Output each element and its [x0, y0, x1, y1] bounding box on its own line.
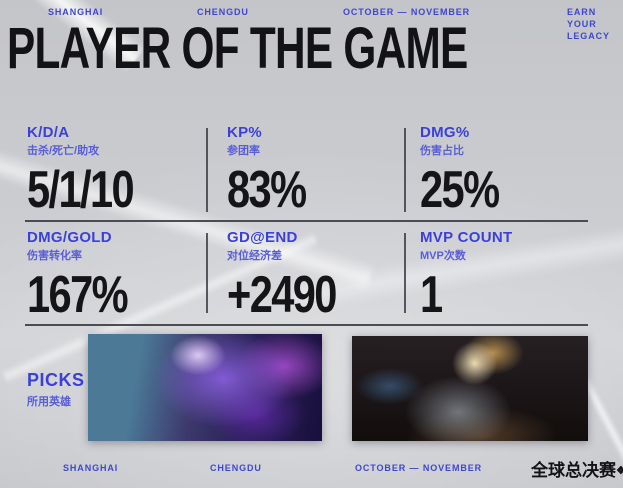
stat-value: 167%	[27, 266, 129, 324]
worlds-crest-icon: ❖	[616, 465, 623, 477]
stat-label-zh: MVP次数	[420, 250, 466, 262]
stat-value: 5/1/10	[27, 161, 135, 219]
stat-dmg-gold: DMG/GOLD 伤害转化率 167%	[27, 229, 152, 324]
top-label-shanghai: SHANGHAI	[48, 7, 104, 17]
stat-label: MVP COUNT	[420, 229, 513, 246]
stat-label-zh: 伤害转化率	[27, 250, 82, 262]
stat-kp: KP% 参团率 83%	[227, 124, 325, 219]
stat-value: 25%	[420, 161, 500, 219]
tagline-line1: EARN YOUR	[567, 7, 597, 29]
stat-label: GD@END	[227, 229, 298, 246]
footer-label-shanghai: SHANGHAI	[63, 463, 119, 473]
page-title: PLAYER OF THE GAME	[7, 16, 468, 81]
worlds-logo: 全球总决赛❖25	[531, 456, 623, 481]
row-divider	[25, 220, 588, 222]
stat-label: KP%	[227, 124, 263, 141]
footer-label-chengdu: CHENGDU	[210, 463, 262, 473]
column-divider	[404, 233, 406, 313]
tagline-line2: LEGACY	[567, 31, 610, 41]
stat-label-zh: 伤害占比	[420, 145, 464, 157]
stat-kda: K/D/A 击杀/死亡/助攻 5/1/10	[27, 124, 160, 219]
picks-label-zh: 所用英雄	[27, 396, 71, 408]
stat-value: 1	[420, 266, 443, 324]
footer-label-dates: OCTOBER — NOVEMBER	[355, 463, 483, 473]
row-divider	[25, 324, 588, 326]
picks-block: PICKS 所用英雄	[27, 370, 85, 409]
top-label-chengdu: CHENGDU	[197, 7, 249, 17]
stat-label: K/D/A	[27, 124, 70, 141]
champion-splash-left	[88, 334, 322, 441]
stat-dmg-pct: DMG% 伤害占比 25%	[420, 124, 518, 219]
picks-label: PICKS	[27, 370, 85, 390]
stat-value: 83%	[227, 161, 307, 219]
stat-label-zh: 参团率	[227, 145, 260, 157]
stat-value: +2490	[227, 266, 337, 324]
column-divider	[206, 233, 208, 313]
stat-label-zh: 击杀/死亡/助攻	[27, 145, 100, 157]
stat-label: DMG%	[420, 124, 470, 141]
stat-gd-end: GD@END 对位经济差 +2490	[227, 229, 363, 324]
champion-splash-right	[352, 336, 588, 441]
stat-label: DMG/GOLD	[27, 229, 112, 246]
column-divider	[206, 128, 208, 212]
column-divider	[404, 128, 406, 212]
stat-label-zh: 对位经济差	[227, 250, 282, 262]
top-label-dates: OCTOBER — NOVEMBER	[343, 7, 471, 17]
stat-mvp-count: MVP COUNT MVP次数 1	[420, 229, 513, 324]
top-label-tagline: EARN YOUR LEGACY	[567, 6, 623, 42]
worlds-logo-text: 全球总决赛	[531, 461, 616, 480]
